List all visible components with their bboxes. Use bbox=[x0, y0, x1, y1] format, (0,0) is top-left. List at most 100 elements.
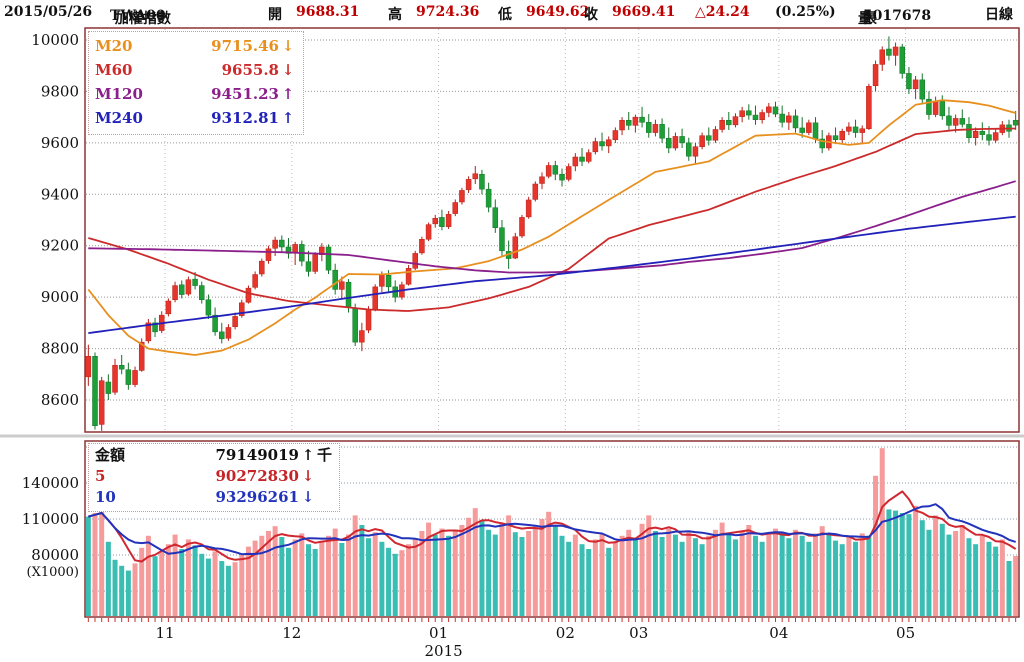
volume-bar bbox=[919, 520, 925, 616]
volume-legend-row-ma10: 10 93296261 ↓ bbox=[95, 487, 333, 508]
candle bbox=[545, 165, 552, 177]
volume-bar bbox=[499, 523, 505, 616]
candle bbox=[912, 79, 919, 90]
candle bbox=[786, 115, 792, 123]
volume-arrow-icon: ↑ bbox=[862, 8, 875, 24]
volume-bar bbox=[993, 546, 999, 616]
volume-series-value: 79149019 bbox=[215, 446, 300, 464]
volume-bar bbox=[452, 531, 458, 616]
volume-bar bbox=[185, 539, 191, 616]
volume-legend-row-ma5: 5 90272830 ↓ bbox=[95, 466, 333, 487]
price-tick-label: 9000 bbox=[41, 288, 79, 306]
candle bbox=[992, 132, 999, 141]
ma-legend-row-m120: M120 9451.23 ↑ bbox=[95, 82, 297, 106]
volume-ma-lines bbox=[88, 490, 1017, 563]
month-label: 11 bbox=[156, 624, 175, 642]
month-label: 12 bbox=[282, 624, 301, 642]
candle bbox=[472, 173, 479, 180]
volume-bar bbox=[646, 515, 652, 616]
volume-bar bbox=[105, 541, 111, 616]
candle bbox=[892, 46, 899, 56]
volume-bar bbox=[566, 541, 572, 616]
candle bbox=[599, 141, 605, 147]
change-percent: (0.25%) bbox=[775, 4, 836, 20]
candle bbox=[459, 190, 465, 203]
candle bbox=[245, 287, 252, 303]
candle bbox=[612, 130, 619, 141]
price-tick-label: 9400 bbox=[41, 185, 79, 203]
candle bbox=[512, 236, 519, 259]
candle bbox=[525, 199, 532, 218]
candle bbox=[906, 73, 912, 90]
candle bbox=[479, 173, 485, 190]
volume-bar bbox=[159, 551, 165, 616]
volume-bar bbox=[599, 533, 605, 616]
candle bbox=[779, 113, 785, 123]
volume-bar bbox=[519, 537, 525, 616]
volume-bar bbox=[239, 555, 245, 616]
month-label: 01 bbox=[429, 624, 448, 642]
candle bbox=[132, 370, 138, 385]
volume-bar bbox=[366, 538, 372, 616]
low-label: 低 bbox=[498, 7, 512, 23]
candle bbox=[452, 202, 459, 214]
candle bbox=[639, 116, 645, 123]
candle bbox=[859, 128, 865, 133]
volume-bar bbox=[926, 529, 932, 616]
volume-bar bbox=[559, 535, 565, 616]
volume-bar bbox=[305, 544, 311, 616]
candle bbox=[959, 118, 966, 125]
ma-line-m240 bbox=[88, 215, 1016, 334]
volume-bar bbox=[179, 549, 185, 616]
volume-bar bbox=[739, 531, 745, 616]
volume-ma-line-10 bbox=[88, 503, 1016, 556]
candle bbox=[412, 253, 418, 269]
trend-arrow-icon: ↑ bbox=[301, 446, 315, 464]
volume-bar bbox=[913, 505, 919, 616]
volume-tick-label: 140000 bbox=[22, 474, 79, 492]
ma-line-m60 bbox=[88, 127, 1016, 312]
ma-legend-row-m240: M240 9312.81 ↑ bbox=[95, 106, 297, 130]
volume-bar bbox=[359, 525, 365, 616]
candle bbox=[766, 106, 772, 113]
candle bbox=[686, 142, 692, 157]
grid bbox=[86, 29, 1018, 592]
candle bbox=[359, 330, 365, 343]
ma-line-m20 bbox=[87, 99, 1016, 356]
candle bbox=[532, 183, 539, 200]
volume-bar bbox=[285, 547, 291, 616]
candle bbox=[178, 284, 185, 295]
volume-bar bbox=[793, 529, 799, 616]
volume-bar bbox=[372, 532, 378, 616]
volume-tick-label: 110000 bbox=[22, 510, 79, 528]
volume-panel-frame bbox=[84, 440, 1020, 618]
volume-bar bbox=[959, 525, 965, 616]
period-selector[interactable]: 日線 bbox=[985, 7, 1013, 23]
open-label: 開 bbox=[268, 7, 282, 23]
volume-bar bbox=[966, 538, 972, 616]
volume-bar bbox=[312, 549, 318, 616]
candle bbox=[819, 138, 825, 149]
volume-bar bbox=[592, 539, 598, 616]
month-label: 05 bbox=[896, 624, 915, 642]
candle bbox=[492, 207, 499, 228]
volume-bar bbox=[112, 559, 118, 616]
volume-bar bbox=[506, 515, 512, 616]
candle bbox=[259, 260, 265, 275]
volume-bar bbox=[546, 511, 552, 616]
change-value: △24.24 bbox=[695, 4, 750, 20]
volume-bar bbox=[672, 534, 678, 616]
candle bbox=[899, 46, 905, 74]
candle bbox=[852, 126, 859, 133]
trend-arrow-icon: ↓ bbox=[281, 61, 295, 79]
candle bbox=[605, 139, 612, 147]
candle bbox=[219, 331, 225, 340]
volume-bar bbox=[933, 515, 939, 616]
candle bbox=[405, 268, 412, 285]
volume-bar bbox=[639, 523, 645, 616]
volume-bar bbox=[152, 556, 158, 616]
volume-label: 量 bbox=[858, 11, 872, 27]
ma-label: M240 bbox=[95, 109, 143, 127]
candle bbox=[118, 365, 125, 370]
candle bbox=[625, 119, 632, 126]
